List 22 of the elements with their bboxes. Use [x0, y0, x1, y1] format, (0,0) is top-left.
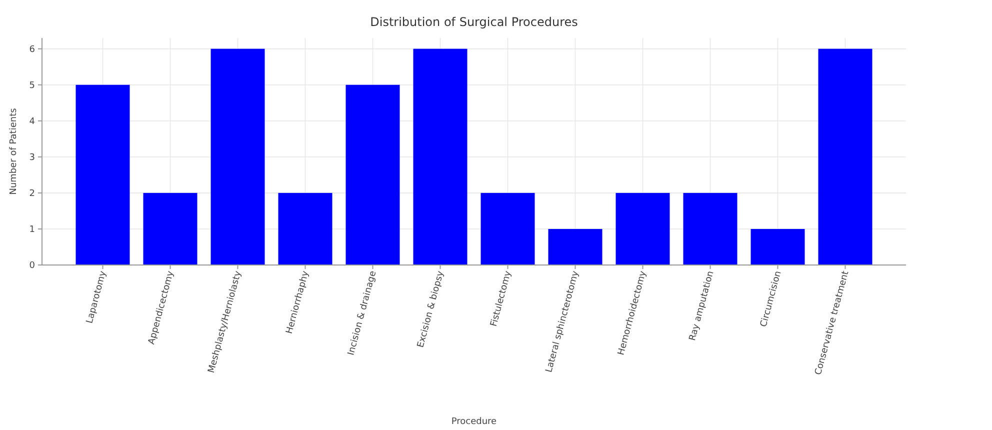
bar — [210, 48, 265, 265]
y-tick-label: 5 — [29, 80, 35, 91]
bar — [750, 228, 805, 265]
bar — [480, 192, 535, 265]
bar — [818, 48, 872, 265]
bar — [76, 84, 130, 265]
y-tick-label: 6 — [29, 44, 36, 55]
bar — [346, 84, 400, 265]
bar — [143, 192, 198, 265]
bar — [413, 48, 468, 265]
bar — [278, 192, 332, 265]
chart-title: Distribution of Surgical Procedures — [370, 15, 578, 29]
bar — [548, 228, 602, 265]
y-tick-label: 3 — [29, 153, 35, 164]
y-tick-label: 2 — [29, 189, 35, 200]
bar — [616, 192, 670, 265]
x-axis-title: Procedure — [451, 417, 498, 427]
y-tick-label: 1 — [29, 225, 35, 236]
y-tick-label: 4 — [29, 117, 36, 128]
bar — [683, 192, 738, 265]
y-axis-title: Number of Patients — [9, 108, 19, 195]
y-tick-label: 0 — [29, 261, 36, 272]
